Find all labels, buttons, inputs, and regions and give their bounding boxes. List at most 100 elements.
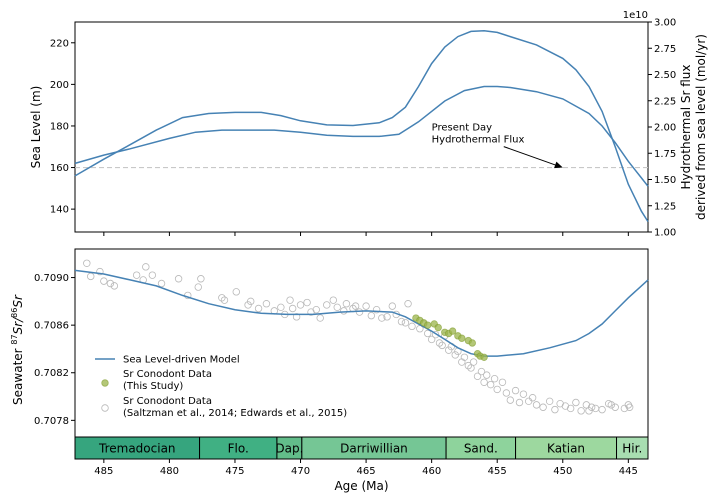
literature-data-point bbox=[427, 335, 436, 344]
literature-data-point bbox=[197, 275, 205, 283]
sea-level-tick-label: 200 bbox=[50, 80, 69, 91]
hydrothermal-flux-axis-label-line2: derived from sea level (mol/yr) bbox=[694, 34, 708, 220]
literature-data-point bbox=[591, 404, 600, 413]
stage-label: Sand. bbox=[464, 442, 498, 456]
flux-tick-label: 2.00 bbox=[654, 123, 676, 134]
literature-data-point bbox=[340, 307, 348, 315]
literature-data-point bbox=[312, 305, 320, 314]
sea-level-tick-label: 160 bbox=[50, 163, 69, 174]
literature-data-point bbox=[611, 403, 619, 411]
literature-data-point bbox=[480, 378, 488, 386]
strontium-axis-label: Seawater 87Sr/86Sr bbox=[10, 294, 25, 405]
literature-data-point bbox=[157, 279, 166, 288]
literature-data-point bbox=[333, 303, 341, 312]
literature-data-point bbox=[100, 277, 108, 285]
literature-data-point bbox=[351, 302, 360, 310]
this-study-data-point bbox=[434, 323, 442, 332]
stage-label: Hir. bbox=[622, 442, 642, 456]
literature-data-point bbox=[132, 271, 141, 279]
age-tick-label: 455 bbox=[488, 466, 507, 477]
strontium-tick-label: 0.7090 bbox=[34, 273, 69, 284]
this-study-data-point bbox=[458, 334, 466, 342]
literature-data-point bbox=[87, 272, 95, 281]
model-line bbox=[74, 269, 649, 357]
legend-literature-marker bbox=[101, 404, 109, 412]
literature-data-point bbox=[383, 313, 391, 321]
literature-data-point bbox=[506, 396, 515, 404]
literature-data-point bbox=[435, 339, 444, 347]
legend-model-label: Sea Level-driven Model bbox=[123, 355, 240, 366]
literature-data-point bbox=[262, 300, 271, 308]
ylabel-mid: Sr/ bbox=[11, 316, 25, 335]
literature-data-point bbox=[572, 398, 580, 407]
literature-data-point bbox=[142, 263, 150, 271]
stage-box bbox=[616, 436, 649, 460]
this-study-data-point bbox=[480, 353, 488, 361]
annotation-line1: Present Day bbox=[432, 123, 493, 134]
age-tick-label: 470 bbox=[291, 466, 310, 477]
strontium-tick-label: 0.7086 bbox=[34, 321, 69, 332]
ylabel-suffix: Sr bbox=[11, 294, 25, 308]
sea-level-axes-frame bbox=[74, 21, 649, 233]
literature-data-point bbox=[625, 403, 634, 411]
literature-data-point bbox=[408, 322, 416, 331]
legend-this-study-label-line1: Sr Conodont Data bbox=[123, 369, 212, 380]
annotation-line2: Hydrothermal Flux bbox=[432, 135, 525, 146]
literature-data-point bbox=[490, 374, 499, 383]
sea-level-tick-label: 220 bbox=[50, 38, 69, 49]
legend-this-study-label-line2: (This Study) bbox=[123, 381, 183, 392]
literature-data-point bbox=[511, 386, 520, 395]
literature-data-point bbox=[220, 296, 229, 304]
literature-data-point bbox=[106, 279, 115, 288]
legend-literature-label-line1: Sr Conodont Data bbox=[123, 396, 212, 407]
literature-data-point bbox=[539, 403, 547, 411]
literature-data-point bbox=[174, 275, 183, 283]
flux-tick-label: 3.00 bbox=[654, 18, 676, 29]
literature-data-point bbox=[254, 304, 263, 313]
literature-data-point bbox=[404, 300, 412, 308]
this-study-data-point bbox=[468, 339, 476, 347]
literature-data-point bbox=[477, 367, 486, 376]
stage-label: Darriwillian bbox=[340, 442, 408, 456]
flux-tick-label: 2.75 bbox=[654, 44, 676, 55]
literature-data-point bbox=[232, 288, 240, 296]
literature-data-point bbox=[329, 296, 338, 304]
literature-data-point bbox=[545, 397, 554, 406]
sea-level-curve-1 bbox=[74, 85, 649, 187]
literature-data-point bbox=[607, 401, 615, 409]
literature-data-point bbox=[110, 282, 119, 290]
literature-data-point bbox=[424, 329, 432, 338]
literature-data-point bbox=[362, 302, 370, 310]
sea-level-tick-label: 140 bbox=[50, 205, 69, 216]
age-tick-label: 460 bbox=[422, 466, 441, 477]
stage-label: Flo. bbox=[228, 442, 249, 456]
stage-label: Tremadocian bbox=[98, 442, 176, 456]
sea-level-curve-2 bbox=[74, 29, 649, 223]
flux-tick-label: 1.00 bbox=[654, 228, 676, 239]
literature-data-point bbox=[502, 389, 511, 397]
literature-data-point bbox=[288, 304, 297, 313]
age-tick-label: 445 bbox=[619, 466, 638, 477]
this-study-data-point bbox=[424, 321, 432, 329]
literature-data-point bbox=[532, 401, 541, 409]
ylabel-prefix: Seawater bbox=[11, 345, 25, 405]
sea-level-panel: 140 160 180 200 220 1.00 1.25 1.50 1.75 2.00 2.25 2… bbox=[29, 10, 708, 239]
age-tick-label: 480 bbox=[160, 466, 179, 477]
literature-data-point bbox=[316, 314, 324, 322]
flux-tick-label: 1.25 bbox=[654, 201, 676, 212]
legend-this-study-marker bbox=[101, 379, 109, 387]
literature-data-point bbox=[218, 294, 226, 302]
literature-data-point bbox=[486, 380, 495, 389]
literature-data-point bbox=[431, 330, 440, 339]
literature-data-point bbox=[83, 259, 91, 267]
ylabel-sup-86: 86 bbox=[10, 308, 19, 318]
hydrothermal-flux-axis-label-line1: Hydrothermal Sr flux bbox=[679, 65, 693, 190]
this-study-data-point bbox=[448, 327, 457, 335]
literature-data-point bbox=[515, 398, 524, 407]
strontium-tick-label: 0.7078 bbox=[34, 416, 69, 427]
literature-data-point bbox=[585, 407, 593, 415]
literature-data-point bbox=[286, 296, 294, 304]
literature-data-point bbox=[277, 303, 285, 312]
stage-label: Dap. bbox=[275, 442, 303, 456]
literature-data-point bbox=[577, 407, 585, 415]
